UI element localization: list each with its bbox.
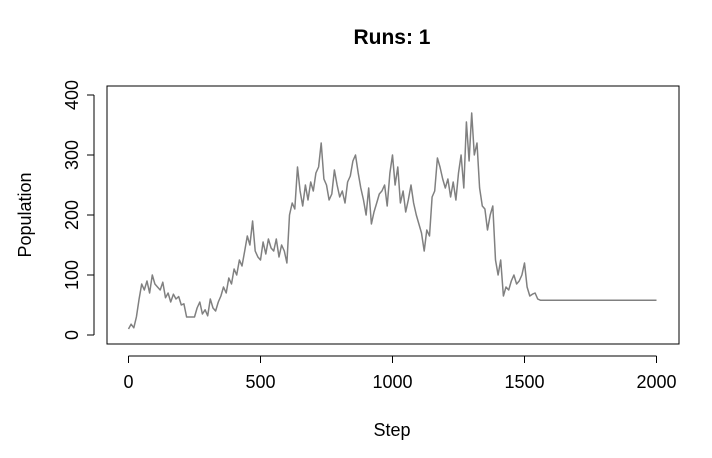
x-tick-label: 500 xyxy=(245,372,275,392)
x-axis: 0 500 1000 1500 2000 xyxy=(123,355,677,392)
chart-title: Runs: 1 xyxy=(353,26,430,49)
series-line-0 xyxy=(127,112,657,330)
y-tick-label: 100 xyxy=(62,260,82,290)
series-layer xyxy=(127,112,657,330)
x-tick-label: 2000 xyxy=(636,372,676,392)
y-tick-label: 0 xyxy=(62,330,82,340)
y-tick-label: 400 xyxy=(62,80,82,110)
y-tick-label: 200 xyxy=(62,200,82,230)
x-axis-label: Step xyxy=(373,420,410,440)
x-tick-label: 1000 xyxy=(372,372,412,392)
y-axis-label: Population xyxy=(15,172,35,257)
y-tick-label: 300 xyxy=(62,140,82,170)
x-tick-label: 1500 xyxy=(504,372,544,392)
x-tick-label: 0 xyxy=(123,372,133,392)
y-axis: 0 100 200 300 400 xyxy=(62,80,95,340)
plot-frame xyxy=(106,85,680,345)
